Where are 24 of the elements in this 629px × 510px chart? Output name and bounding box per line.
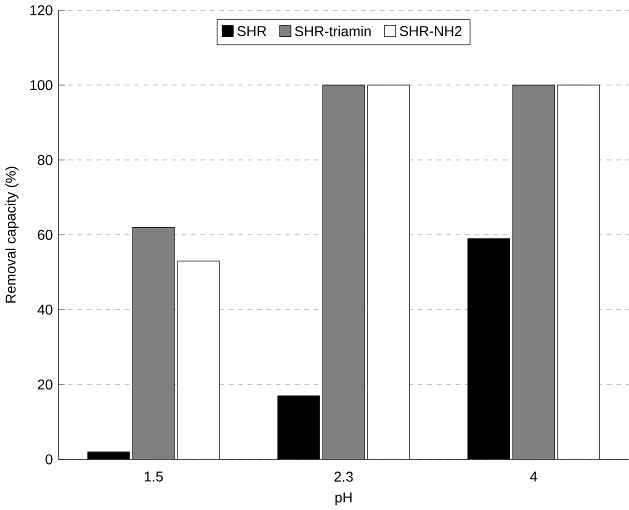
- y-axis-title: Removal capacity (%): [5, 166, 18, 302]
- bar: [87, 451, 130, 460]
- y-tick-label: 20: [38, 379, 52, 390]
- bar: [132, 226, 175, 460]
- x-tick-label: 1.5: [144, 471, 163, 482]
- bar: [512, 84, 555, 460]
- legend-label: SHR: [237, 26, 266, 36]
- y-tick-label: 60: [38, 230, 52, 240]
- bar: [367, 84, 410, 460]
- bar: [322, 84, 365, 460]
- y-tick-label: 100: [30, 80, 52, 90]
- y-tick-label: 80: [38, 154, 52, 165]
- bar: [277, 395, 320, 460]
- x-tick-label: 2.3: [334, 471, 353, 482]
- bar: [557, 84, 600, 460]
- bar: [177, 260, 220, 460]
- y-tick-label: 40: [38, 304, 52, 314]
- y-tick-label: 0: [46, 454, 52, 464]
- x-tick-label: 4: [530, 471, 538, 482]
- legend-label: SHR-triamin: [295, 26, 371, 36]
- y-tick-label: 120: [30, 5, 52, 16]
- legend-label: SHR-NH2: [400, 26, 462, 36]
- bar: [467, 238, 510, 460]
- x-axis-title: pH: [335, 492, 352, 505]
